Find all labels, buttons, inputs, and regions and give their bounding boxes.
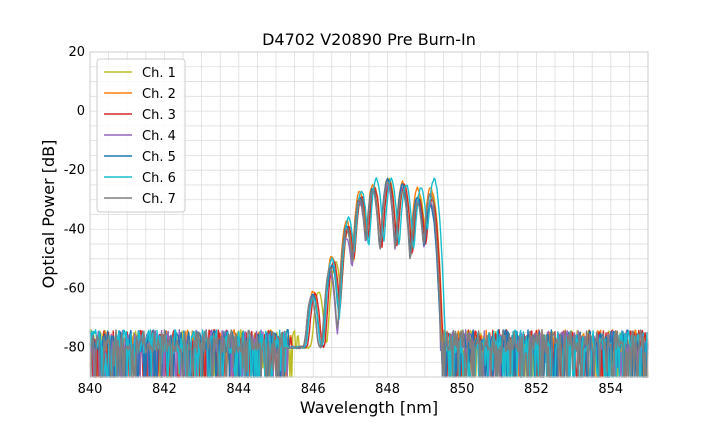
y-tick-label: -60 — [64, 281, 85, 296]
y-tick-label: -40 — [64, 222, 85, 237]
x-tick-label: 840 — [78, 382, 103, 397]
x-tick-label: 854 — [598, 382, 623, 397]
legend-label: Ch. 4 — [142, 129, 176, 144]
legend-label: Ch. 1 — [142, 66, 176, 81]
x-tick-labels: 840 842 844 846 848 850 852 854 — [78, 382, 624, 397]
legend: Ch. 1 Ch. 2 Ch. 3 Ch. 4 Ch. 5 Ch. 6 Ch. 7 — [96, 58, 186, 213]
x-tick-label: 846 — [301, 382, 326, 397]
y-tick-label: 20 — [68, 45, 85, 60]
legend-label: Ch. 5 — [142, 150, 176, 165]
legend-label: Ch. 6 — [142, 171, 176, 186]
y-tick-label: -20 — [64, 163, 85, 178]
legend-label: Ch. 2 — [142, 87, 176, 102]
chart-title: D4702 V20890 Pre Burn-In — [262, 30, 476, 49]
x-tick-label: 842 — [152, 382, 177, 397]
legend-box — [96, 58, 186, 213]
y-tick-label: -80 — [64, 340, 85, 355]
x-tick-label: 844 — [226, 382, 251, 397]
x-tick-label: 850 — [450, 382, 475, 397]
y-tick-label: 0 — [77, 104, 85, 119]
x-tick-label: 848 — [375, 382, 400, 397]
y-tick-labels: 20 0 -20 -40 -60 -80 — [64, 45, 85, 355]
legend-label: Ch. 7 — [142, 192, 176, 207]
legend-label: Ch. 3 — [142, 108, 176, 123]
plot-frame — [89, 51, 649, 378]
y-axis-title: Optical Power [dB] — [39, 140, 58, 289]
x-tick-label: 852 — [524, 382, 549, 397]
x-axis-title: Wavelength [nm] — [300, 398, 438, 417]
